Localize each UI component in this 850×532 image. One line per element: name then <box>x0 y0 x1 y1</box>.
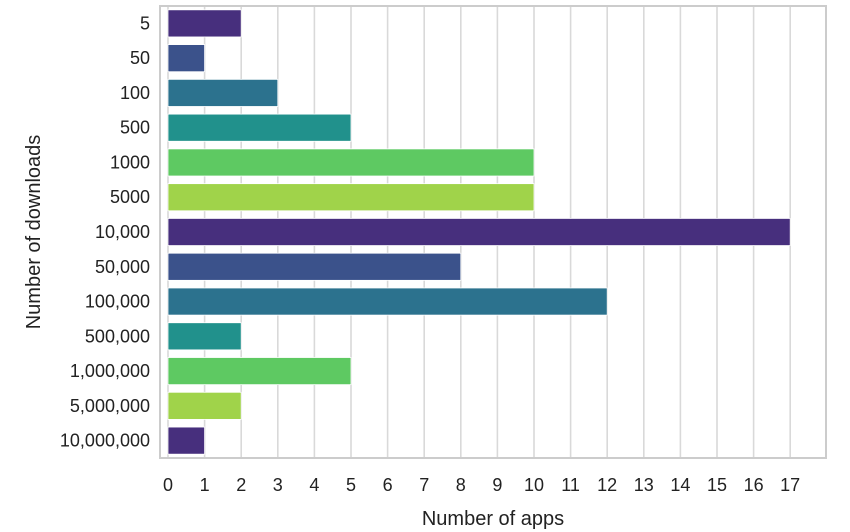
x-tick-label-16: 16 <box>744 475 764 495</box>
x-tick-label-15: 15 <box>707 475 727 495</box>
y-tick-label-9: 500,000 <box>85 326 150 346</box>
bar-11 <box>167 391 242 420</box>
x-tick-label-12: 12 <box>597 475 617 495</box>
x-tick-label-14: 14 <box>670 475 690 495</box>
bar-9 <box>167 322 242 351</box>
bar-4 <box>167 148 535 177</box>
x-tick-label-13: 13 <box>634 475 654 495</box>
x-axis-title: Number of apps <box>422 508 564 530</box>
x-tick-label-9: 9 <box>492 475 502 495</box>
bars <box>167 9 791 455</box>
bar-3 <box>167 113 352 142</box>
y-tick-label-3: 500 <box>120 118 150 138</box>
x-tick-label-8: 8 <box>456 475 466 495</box>
y-tick-label-4: 1000 <box>110 152 150 172</box>
x-tick-label-5: 5 <box>346 475 356 495</box>
y-tick-label-12: 10,000,000 <box>60 431 150 451</box>
bar-1 <box>167 44 205 73</box>
x-tick-label-10: 10 <box>524 475 544 495</box>
bar-10 <box>167 357 352 386</box>
y-tick-label-11: 5,000,000 <box>70 396 150 416</box>
y-tick-label-8: 100,000 <box>85 292 150 312</box>
x-tick-label-3: 3 <box>273 475 283 495</box>
y-axis-title: Number of downloads <box>23 135 45 330</box>
bar-5 <box>167 183 535 212</box>
y-tick-label-0: 5 <box>140 13 150 33</box>
plot-frame <box>159 5 827 459</box>
bar-2 <box>167 78 279 107</box>
y-tick-labels: 5 50 100 500 1000 5000 10,000 50,000 100,000 500,… <box>60 13 150 450</box>
y-tick-label-10: 1,000,000 <box>70 361 150 381</box>
x-tick-label-1: 1 <box>200 475 210 495</box>
x-tick-label-6: 6 <box>383 475 393 495</box>
y-tick-label-5: 5000 <box>110 187 150 207</box>
x-tick-label-0: 0 <box>163 475 173 495</box>
bar-0 <box>167 9 242 38</box>
y-tick-label-6: 10,000 <box>95 222 150 242</box>
x-tick-labels: 0 1 2 3 4 5 6 7 8 9 10 11 12 13 14 15 16 17 <box>163 475 800 495</box>
x-tick-label-17: 17 <box>780 475 800 495</box>
x-tick-label-11: 11 <box>561 475 580 495</box>
bar-12 <box>167 426 205 455</box>
y-tick-label-1: 50 <box>130 48 150 68</box>
x-tick-label-4: 4 <box>309 475 319 495</box>
bar-8 <box>167 287 608 316</box>
bar-6 <box>167 218 791 246</box>
y-tick-label-7: 50,000 <box>95 257 150 277</box>
y-tick-label-2: 100 <box>120 83 150 103</box>
x-tick-label-7: 7 <box>419 475 429 495</box>
bar-7 <box>167 252 462 281</box>
x-tick-label-2: 2 <box>236 475 246 495</box>
